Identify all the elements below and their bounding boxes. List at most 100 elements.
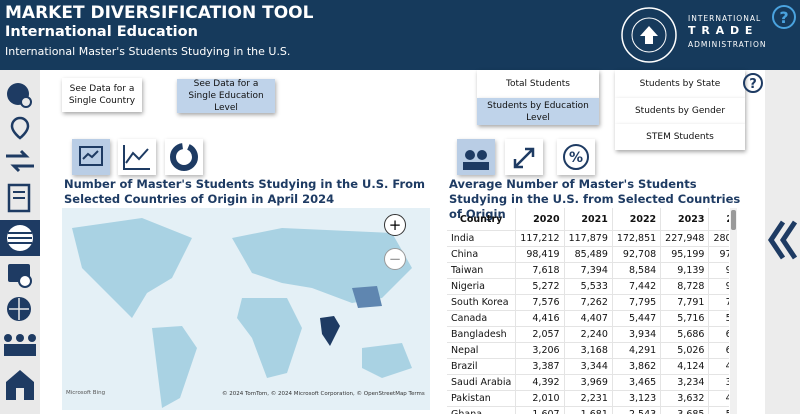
- cell: 4,407: [563, 310, 613, 327]
- cell: 3,685: [660, 406, 709, 414]
- table-row: Ghana1,6071,6812,5433,6855,199: [447, 406, 729, 414]
- country-cell: China: [447, 246, 516, 263]
- single-country-button[interactable]: See Data for a Single Country: [62, 78, 142, 112]
- country-cell: Saudi Arabia: [447, 374, 516, 391]
- students-tile[interactable]: [457, 139, 495, 175]
- cell: 117,879: [563, 230, 613, 247]
- cell: 1,607: [515, 406, 565, 414]
- cell: 280,952: [708, 230, 729, 247]
- country-cell: South Korea: [447, 294, 516, 311]
- cell: 5,447: [611, 310, 661, 327]
- collapse-chevron[interactable]: [765, 70, 800, 414]
- country-cell: Brazil: [447, 358, 516, 375]
- column-header: 2020: [515, 208, 565, 231]
- view-button[interactable]: Students by Education Level: [477, 98, 599, 125]
- percent-tile[interactable]: %: [557, 139, 595, 175]
- cell: 5,686: [660, 326, 709, 343]
- column-header: 2022: [611, 208, 661, 231]
- cell: 97,996: [708, 246, 729, 263]
- map-view-tile[interactable]: [72, 139, 110, 175]
- view-button[interactable]: STEM Students: [615, 124, 745, 150]
- cell: 6,431: [708, 342, 729, 359]
- logo-line: INTERNATIONAL: [688, 14, 762, 23]
- cell: 4,291: [611, 342, 661, 359]
- country-cell: Nigeria: [447, 278, 516, 295]
- cell: 3,125: [708, 374, 729, 391]
- zoom-out[interactable]: −: [384, 248, 406, 270]
- country-cell: Nepal: [447, 342, 516, 359]
- country-cell: Canada: [447, 310, 516, 327]
- pie-view-tile[interactable]: [165, 139, 203, 175]
- cell: 8,584: [611, 262, 661, 279]
- cell: 5,533: [563, 278, 613, 295]
- single-level-button[interactable]: See Data for a Single Education Level: [177, 79, 275, 113]
- help-button[interactable]: ?: [772, 5, 796, 29]
- cell: 2,010: [515, 390, 565, 407]
- country-cell: Ghana: [447, 406, 516, 414]
- view-button[interactable]: Students by Gender: [615, 98, 745, 124]
- right-rail: [765, 70, 800, 414]
- help-button[interactable]: ?: [743, 73, 763, 93]
- country-cell: Pakistan: [447, 390, 516, 407]
- change-tile[interactable]: [505, 139, 543, 175]
- cell: 6,952: [708, 326, 729, 343]
- line-view-tile[interactable]: [118, 139, 156, 175]
- cell: 3,123: [611, 390, 661, 407]
- map-attribution: © 2024 TomTom, © 2024 Microsoft Corporat…: [222, 391, 425, 397]
- cell: 5,944: [708, 310, 729, 327]
- view-button[interactable]: Students by State: [615, 70, 745, 98]
- zoom-in[interactable]: +: [384, 214, 406, 236]
- cell: 2,240: [563, 326, 613, 343]
- cell: 172,851: [611, 230, 661, 247]
- cell: 5,199: [708, 406, 729, 414]
- cell: 3,344: [563, 358, 613, 375]
- cell: 85,489: [563, 246, 613, 263]
- logo-line: ADMINISTRATION: [688, 40, 767, 49]
- scrollbar[interactable]: [730, 208, 737, 414]
- cell: 7,262: [563, 294, 613, 311]
- cell: 95,199: [660, 246, 709, 263]
- cell: 227,948: [660, 230, 709, 247]
- header: MARKET DIVERSIFICATION TOOL Internationa…: [0, 0, 800, 70]
- description: International Master's Students Studying…: [5, 45, 291, 58]
- cell: 7,442: [611, 278, 661, 295]
- cell: 3,206: [515, 342, 565, 359]
- header-row: Country20202021202220232024: [447, 208, 729, 231]
- cell: 98,419: [515, 246, 565, 263]
- cell: 4,416: [515, 310, 565, 327]
- cell: 7,394: [563, 262, 613, 279]
- cell: 5,716: [660, 310, 709, 327]
- cell: 9,618: [708, 262, 729, 279]
- country-cell: Bangladesh: [447, 326, 516, 343]
- cell: 3,969: [563, 374, 613, 391]
- cell: 117,212: [515, 230, 565, 247]
- map-title: Number of Master's Students Studying in …: [64, 177, 426, 206]
- column-header: 2023: [660, 208, 709, 231]
- subtitle: International Education: [5, 24, 198, 40]
- table-container: Country20202021202220232024India117,2121…: [447, 208, 729, 414]
- cell: 4,124: [660, 358, 709, 375]
- cell: 2,231: [563, 390, 613, 407]
- cell: 3,234: [660, 374, 709, 391]
- view-button[interactable]: Total Students: [477, 70, 599, 98]
- cell: 7,618: [515, 262, 565, 279]
- column-header: 2021: [563, 208, 613, 231]
- cell: 3,465: [611, 374, 661, 391]
- column-header: 2024: [708, 208, 729, 231]
- data-table: Country20202021202220232024India117,2121…: [447, 208, 729, 414]
- sidebar: [0, 70, 40, 414]
- cell: 7,576: [515, 294, 565, 311]
- column-header: Country: [447, 208, 516, 231]
- cell: 8,728: [660, 278, 709, 295]
- cell: 2,543: [611, 406, 661, 414]
- cell: 3,934: [611, 326, 661, 343]
- sidebar-icons: [0, 83, 40, 400]
